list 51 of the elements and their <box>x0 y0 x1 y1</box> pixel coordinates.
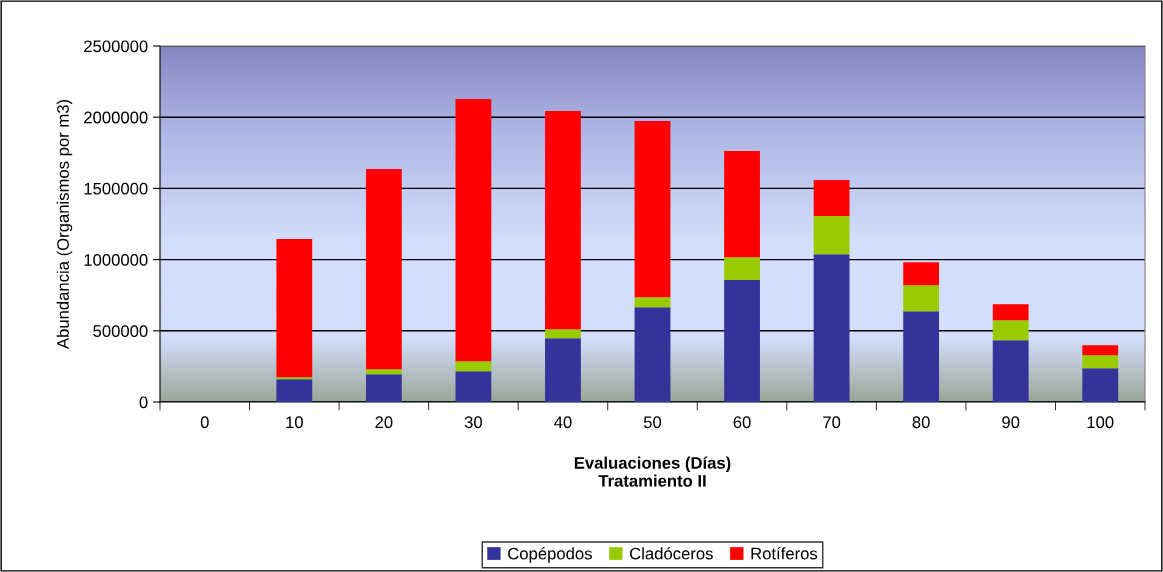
bar <box>1082 368 1119 402</box>
bar <box>1082 345 1119 356</box>
bar <box>634 120 671 298</box>
y-tick-label: 0 <box>139 396 148 409</box>
y-tick-label: 1500000 <box>84 182 148 195</box>
x-tick-label: 100 <box>1087 416 1114 429</box>
bar <box>903 311 940 402</box>
y-tick-label: 2500000 <box>84 40 148 53</box>
x-tick-label: 70 <box>823 416 841 429</box>
bar <box>724 150 760 258</box>
bar <box>365 369 402 375</box>
bar <box>545 329 581 339</box>
bar <box>903 285 940 312</box>
y-tick-label: 2000000 <box>84 111 148 124</box>
legend-label: Rotíferos <box>751 547 818 560</box>
x-tick-label: 90 <box>1002 416 1020 429</box>
x-axis-title: Evaluaciones (Días) Tratamiento II <box>574 456 731 487</box>
bar <box>992 304 1029 321</box>
bar <box>724 280 760 402</box>
x-tick-label: 50 <box>643 416 662 429</box>
legend-label: Copépodos <box>508 547 592 563</box>
y-tick-label: 500000 <box>93 325 148 337</box>
bar <box>903 262 940 286</box>
y-axis-title: Abundancia (Organismos por m3) <box>56 99 73 350</box>
bar <box>724 257 760 281</box>
y-tick-label: 1000000 <box>84 254 148 266</box>
bar <box>992 340 1029 402</box>
bar <box>365 169 402 370</box>
x-tick-label: 10 <box>286 416 303 429</box>
bar <box>813 254 850 402</box>
bar <box>455 371 492 402</box>
bar <box>545 338 581 402</box>
bar <box>813 180 850 217</box>
bar <box>634 297 671 308</box>
bar <box>455 98 492 362</box>
bar <box>992 320 1029 341</box>
x-tick-label: 40 <box>554 416 572 429</box>
bar <box>276 379 313 402</box>
bar <box>276 239 313 378</box>
legend-label: Cladóceros <box>630 547 713 560</box>
bar <box>1082 355 1119 369</box>
x-tick-label: 80 <box>912 416 930 429</box>
bar <box>455 361 492 372</box>
x-tick-label: 0 <box>200 416 209 429</box>
x-tick-label: 60 <box>733 416 751 429</box>
bar <box>545 110 581 330</box>
bar <box>634 307 671 402</box>
bar <box>813 216 850 255</box>
x-tick-label: 30 <box>464 416 483 429</box>
x-tick-label: 20 <box>375 416 393 429</box>
bar <box>365 374 402 402</box>
